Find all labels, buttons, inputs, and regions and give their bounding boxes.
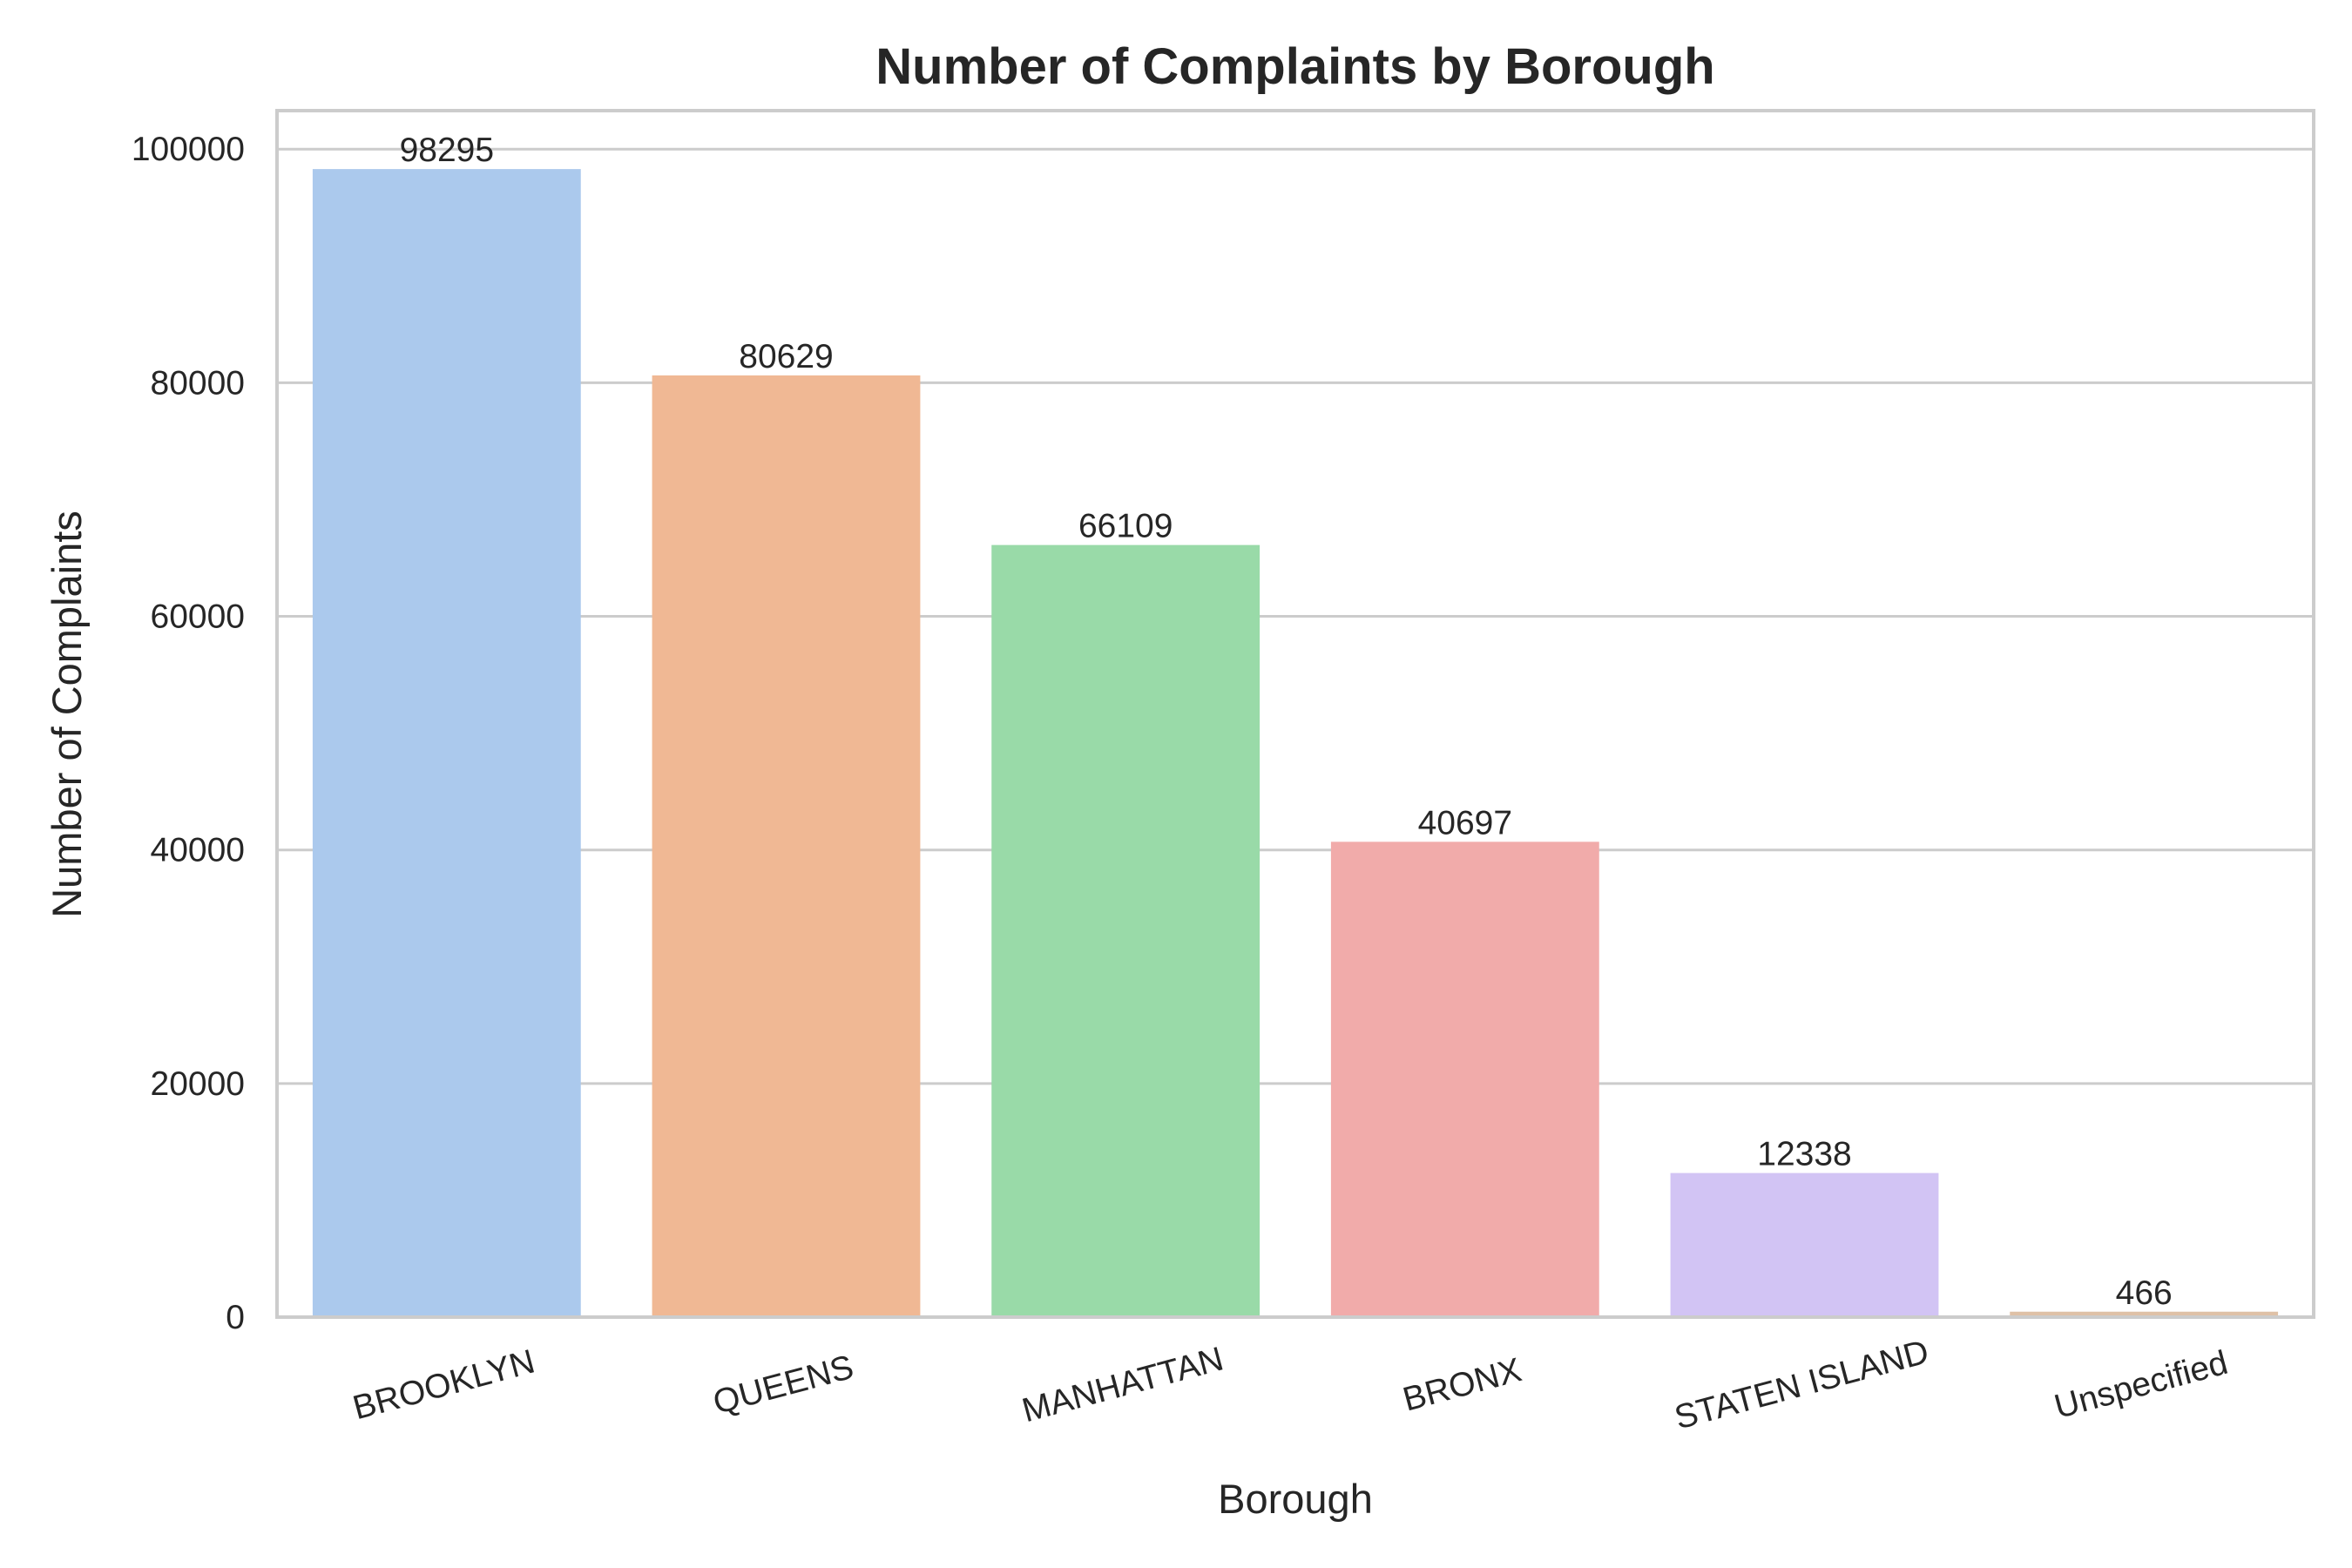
bar-brooklyn <box>312 169 581 1318</box>
y-tick-label: 40000 <box>151 832 245 869</box>
y-tick-label: 80000 <box>151 364 245 402</box>
bar-value-label: 40697 <box>1418 804 1512 841</box>
bar-value-label: 80629 <box>739 338 833 375</box>
y-tick-label: 60000 <box>151 598 245 636</box>
x-tick-label: BROOKLYN <box>349 1342 539 1427</box>
bar-manhattan <box>991 544 1260 1317</box>
x-tick-label: Unspecified <box>2051 1344 2232 1426</box>
y-tick-label: 20000 <box>151 1065 245 1103</box>
bar-staten-island <box>1670 1173 1939 1317</box>
bar-value-label: 98295 <box>400 132 494 169</box>
x-tick-label: BRONX <box>1399 1351 1525 1418</box>
y-axis-label: Number of Complaints <box>44 510 90 918</box>
bar-bronx <box>1330 841 1599 1317</box>
x-tick-label: QUEENS <box>709 1348 857 1422</box>
bar-queens <box>652 375 921 1317</box>
bars <box>312 169 2279 1318</box>
bar-unspecified <box>2010 1311 2279 1317</box>
x-tick-label: MANHATTAN <box>1018 1341 1227 1430</box>
x-axis-ticks: BROOKLYN QUEENS MANHATTAN BRONX STATEN ISLAN… <box>349 1333 2232 1436</box>
bar-value-label: 466 <box>2116 1274 2173 1312</box>
plot-frame <box>275 109 2315 1319</box>
x-tick-label: STATEN ISLAND <box>1671 1333 1933 1436</box>
bar-value-labels: 98295 80629 66109 40697 12338 466 <box>400 132 2173 1312</box>
chart-title: Number of Complaints by Borough <box>875 38 1714 95</box>
y-tick-label: 0 <box>226 1299 245 1336</box>
y-tick-label: 100000 <box>132 131 245 168</box>
x-axis-label: Borough <box>1218 1476 1373 1522</box>
gridlines <box>277 147 2314 1319</box>
y-axis-ticks: 0 20000 40000 60000 80000 100000 <box>132 131 245 1336</box>
bar-value-label: 66109 <box>1078 508 1173 545</box>
bar-value-label: 12338 <box>1757 1136 1851 1173</box>
